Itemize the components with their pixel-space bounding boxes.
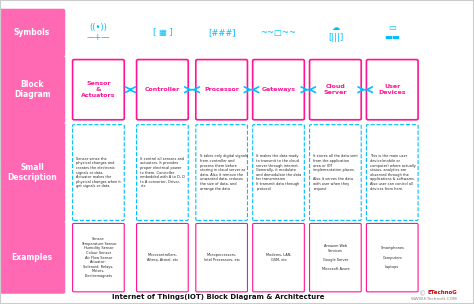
Text: Sensor sense the
physical changes and
creates the electronic
signals or data.
Ac: Sensor sense the physical changes and cr…: [76, 157, 121, 188]
FancyBboxPatch shape: [310, 125, 361, 220]
Text: It takes only digital signals
from controller and
process them before
storing in: It takes only digital signals from contr…: [200, 154, 247, 191]
Text: User
Devices: User Devices: [379, 84, 406, 95]
Text: This is the main user
device(mobile or
computer) where actually
status, analytic: This is the main user device(mobile or c…: [370, 154, 416, 191]
Text: ((•))
—+—: ((•)) —+—: [87, 23, 110, 42]
FancyBboxPatch shape: [196, 60, 247, 120]
Text: Sensor:
Temperature Sensor
Humidity Sensor
Colour Sensor
Air Flow Sensor
Actuato: Sensor: Temperature Sensor Humidity Sens…: [81, 237, 116, 278]
FancyBboxPatch shape: [253, 60, 304, 120]
Text: Controller: Controller: [145, 87, 180, 92]
Text: Smartphones

Computers

Laptops: Smartphones Computers Laptops: [380, 247, 404, 269]
Text: Examples: Examples: [11, 253, 53, 262]
Text: Modems, LAN,
GSM, etc: Modems, LAN, GSM, etc: [266, 253, 291, 262]
Text: ☁
[|||]: ☁ [|||]: [328, 23, 343, 42]
Text: It control all sensors and
actuators. It provides
proper electrical power
to the: It control all sensors and actuators. It…: [140, 157, 185, 188]
FancyBboxPatch shape: [0, 222, 64, 293]
Text: ©: ©: [419, 291, 427, 297]
Text: Small
Description: Small Description: [7, 163, 57, 182]
FancyBboxPatch shape: [310, 223, 361, 292]
FancyBboxPatch shape: [73, 60, 124, 120]
FancyBboxPatch shape: [366, 223, 418, 292]
Text: Amazon Web
Services

Google Server

Microsoft Azure: Amazon Web Services Google Server Micros…: [321, 244, 349, 271]
FancyBboxPatch shape: [73, 125, 124, 220]
FancyBboxPatch shape: [310, 60, 361, 120]
Text: It makes the data ready
to transmit to the cloud
server through internet.
Genera: It makes the data ready to transmit to t…: [256, 154, 302, 191]
Text: WWW.ETechnoG.COM: WWW.ETechnoG.COM: [410, 297, 457, 301]
Text: Internet of Things(IOT) Block Diagram & Architecture: Internet of Things(IOT) Block Diagram & …: [112, 294, 324, 300]
FancyBboxPatch shape: [73, 223, 124, 292]
Text: Processor: Processor: [204, 87, 239, 92]
FancyBboxPatch shape: [366, 60, 418, 120]
Text: Sensor
&
Actuators: Sensor & Actuators: [81, 81, 116, 98]
Text: [ ▦ ]: [ ▦ ]: [153, 28, 172, 37]
Text: Microcontrollers,
Altera, Atmel, etc: Microcontrollers, Altera, Atmel, etc: [147, 253, 178, 262]
FancyBboxPatch shape: [137, 125, 188, 220]
Text: Gateways: Gateways: [262, 87, 295, 92]
FancyBboxPatch shape: [0, 9, 64, 56]
FancyBboxPatch shape: [137, 223, 188, 292]
Text: ETechnoG: ETechnoG: [428, 291, 457, 295]
FancyBboxPatch shape: [253, 125, 304, 220]
Text: Block
Diagram: Block Diagram: [14, 80, 50, 99]
FancyBboxPatch shape: [137, 60, 188, 120]
Text: Symbols: Symbols: [14, 28, 50, 37]
Text: Cloud
Server: Cloud Server: [324, 84, 347, 95]
FancyBboxPatch shape: [196, 223, 247, 292]
FancyBboxPatch shape: [253, 223, 304, 292]
FancyBboxPatch shape: [196, 125, 247, 220]
FancyBboxPatch shape: [0, 123, 64, 222]
Text: ▭
▬▬: ▭ ▬▬: [384, 23, 400, 42]
Text: ~~□~~: ~~□~~: [261, 28, 296, 37]
Text: It stores all the data sent
from the application
area or IOT
implementation plac: It stores all the data sent from the app…: [313, 154, 358, 191]
FancyBboxPatch shape: [0, 57, 64, 123]
FancyBboxPatch shape: [366, 125, 418, 220]
Text: [###]: [###]: [208, 28, 236, 37]
Text: Microprocessors,
Intel Processors, etc: Microprocessors, Intel Processors, etc: [203, 253, 240, 262]
